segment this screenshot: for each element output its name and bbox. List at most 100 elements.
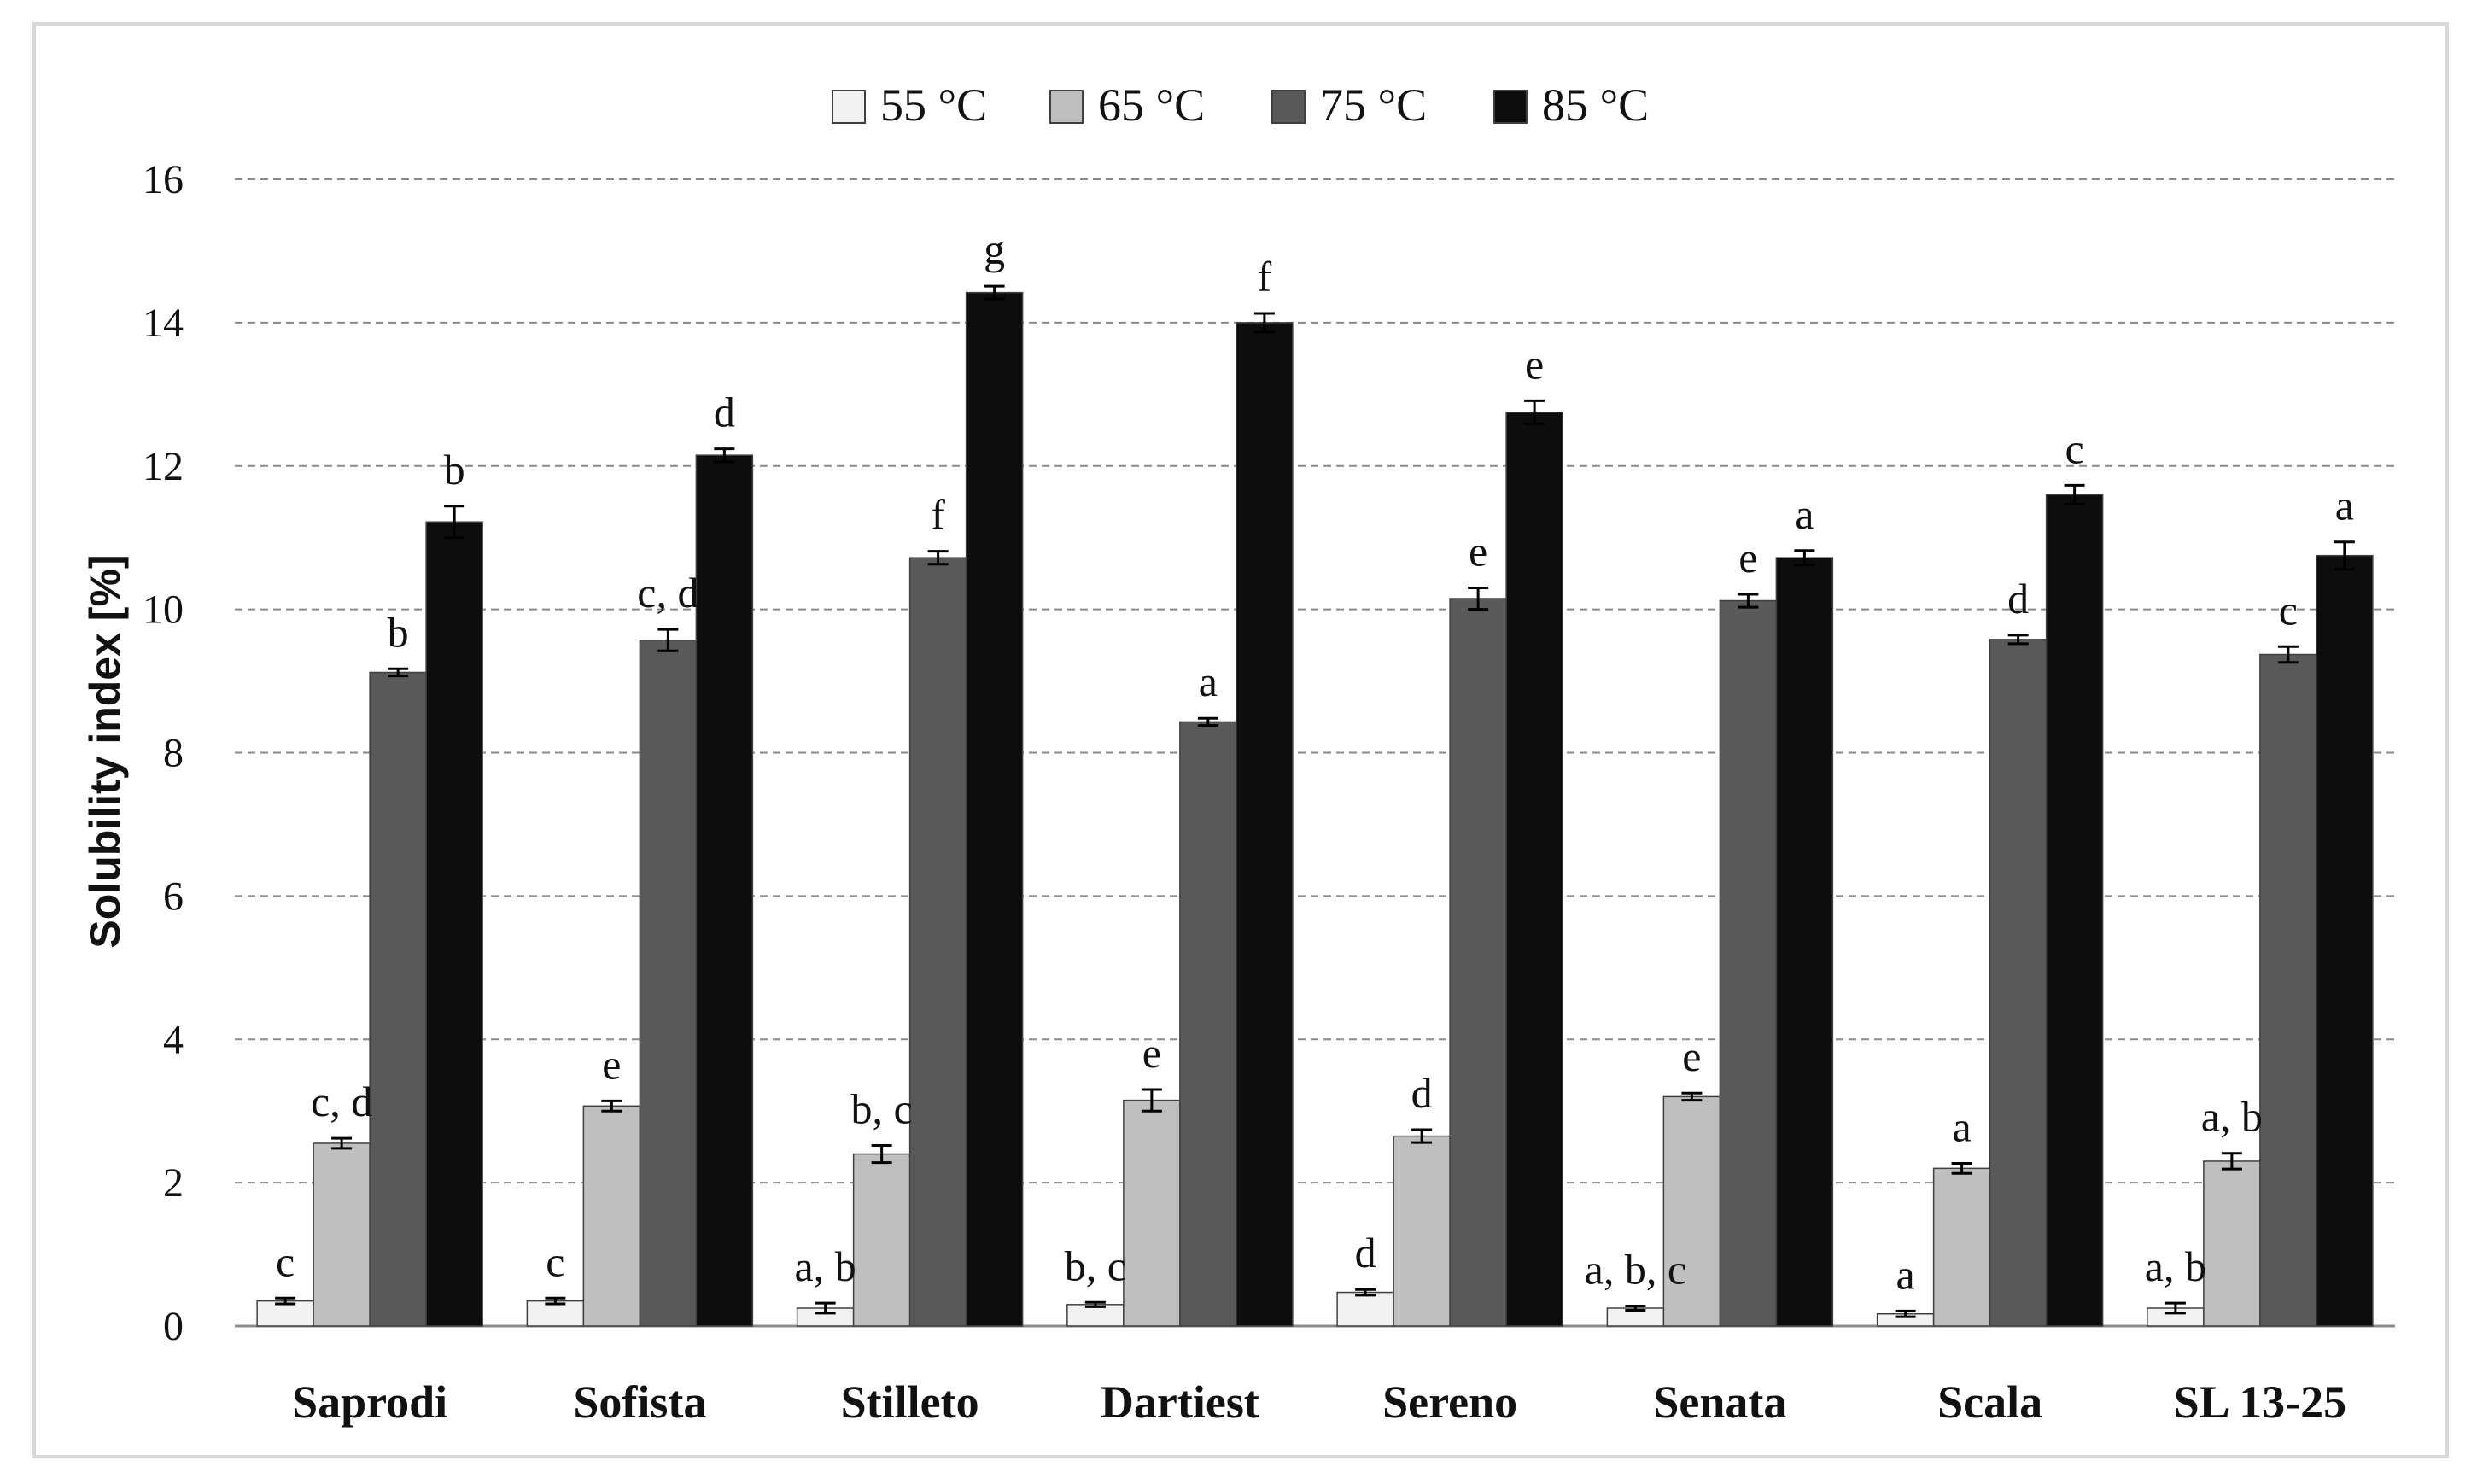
- error-bar-sereno-75-c: [1468, 586, 1489, 611]
- bars: [256, 291, 2374, 1327]
- letter-sofista-85-c: d: [714, 389, 735, 436]
- error-bar-sl-13-25-85-c: [2334, 540, 2355, 571]
- y-axis-label: Solubility index [%]: [81, 554, 129, 948]
- letter-sl-13-25-65-c: a, b: [2201, 1093, 2263, 1141]
- legend-label-75-c: 75 °C: [1320, 79, 1427, 131]
- letter-sl-13-25-55-c: a, b: [2145, 1242, 2206, 1290]
- bar-dartiest-85-c: [1236, 322, 1294, 1327]
- bar-sofista-85-c: [695, 454, 754, 1327]
- letter-saprodi-85-c: b: [444, 446, 465, 494]
- bar-sereno-75-c: [1449, 598, 1507, 1327]
- letter-sl-13-25-75-c: c: [2279, 586, 2298, 634]
- letter-senata-75-c: e: [1738, 534, 1757, 581]
- x-tick-saprodi: Saprodi: [292, 1376, 447, 1428]
- bar-saprodi-65-c: [313, 1142, 371, 1327]
- bar-senata-85-c: [1775, 557, 1834, 1327]
- error-bar-sereno-55-c: [1355, 1288, 1376, 1297]
- error-bar-sereno-85-c: [1524, 399, 1545, 425]
- bar-saprodi-55-c: [256, 1300, 314, 1327]
- y-tick-16: 16: [143, 157, 184, 202]
- legend-swatch-55-c: [832, 90, 866, 124]
- error-bar-senata-55-c: [1625, 1304, 1646, 1312]
- error-bar-sereno-65-c: [1411, 1128, 1433, 1144]
- legend-swatch-85-c: [1493, 90, 1528, 124]
- y-tick-4: 4: [163, 1017, 184, 1062]
- legend-item-55-c: 55 °C: [832, 79, 987, 131]
- letter-saprodi-55-c: c: [276, 1237, 295, 1285]
- error-bar-saprodi-85-c: [444, 505, 465, 540]
- letter-stilleto-65-c: b, c: [851, 1084, 913, 1132]
- letter-dartiest-85-c: f: [1258, 253, 1272, 301]
- error-bars: [275, 284, 2355, 1318]
- letter-dartiest-55-c: b, c: [1065, 1242, 1126, 1289]
- error-bar-dartiest-55-c: [1084, 1300, 1106, 1308]
- letter-saprodi-75-c: b: [388, 608, 409, 656]
- letter-sereno-65-c: d: [1411, 1069, 1433, 1117]
- bar-dartiest-65-c: [1123, 1099, 1181, 1327]
- x-tick-dartiest: Dartiest: [1101, 1376, 1259, 1428]
- letter-sofista-55-c: c: [546, 1237, 564, 1285]
- error-bar-scala-85-c: [2064, 483, 2085, 505]
- error-bar-dartiest-65-c: [1141, 1088, 1162, 1113]
- letter-scala-85-c: c: [2065, 424, 2084, 472]
- letter-sereno-85-c: e: [1525, 340, 1544, 388]
- bar-sl-13-25-65-c: [2203, 1160, 2261, 1327]
- bar-sl-13-25-75-c: [2259, 653, 2317, 1327]
- y-tick-12: 12: [143, 444, 184, 489]
- error-bar-dartiest-75-c: [1197, 716, 1218, 727]
- error-bar-senata-65-c: [1681, 1091, 1703, 1102]
- bar-scala-65-c: [1932, 1167, 1991, 1327]
- error-bar-senata-75-c: [1738, 593, 1759, 609]
- error-bar-stilleto-85-c: [984, 284, 1005, 301]
- y-tick-10: 10: [143, 587, 184, 633]
- letter-stilleto-75-c: f: [931, 491, 945, 539]
- y-tick-labels: 0 2 4 6 8 10 12 14 16: [143, 157, 184, 1349]
- legend: 55 °C 65 °C 75 °C 85 °C: [832, 79, 1649, 131]
- bar-sereno-85-c: [1505, 412, 1563, 1327]
- error-bar-stilleto-75-c: [927, 550, 949, 566]
- x-tick-sereno: Sereno: [1382, 1376, 1517, 1428]
- bar-dartiest-75-c: [1179, 721, 1237, 1327]
- legend-item-85-c: 85 °C: [1493, 79, 1649, 131]
- legend-item-75-c: 75 °C: [1271, 79, 1427, 131]
- y-tick-2: 2: [163, 1160, 184, 1206]
- legend-item-65-c: 65 °C: [1049, 79, 1205, 131]
- error-bar-saprodi-75-c: [388, 667, 409, 678]
- error-bar-sl-13-25-75-c: [2277, 645, 2299, 664]
- bar-sofista-65-c: [582, 1105, 641, 1327]
- letter-senata-65-c: e: [1682, 1032, 1701, 1080]
- y-tick-8: 8: [163, 731, 184, 776]
- error-bar-sofista-65-c: [601, 1099, 622, 1113]
- bar-scala-85-c: [2045, 494, 2104, 1327]
- y-tick-0: 0: [163, 1304, 184, 1349]
- bar-sereno-55-c: [1336, 1291, 1394, 1327]
- y-tick-6: 6: [163, 873, 184, 919]
- x-tick-stilleto: Stilleto: [841, 1376, 979, 1428]
- error-bar-sofista-75-c: [657, 628, 679, 652]
- letter-sl-13-25-85-c: a: [2335, 482, 2354, 529]
- x-tick-senata: Senata: [1653, 1376, 1786, 1428]
- x-tick-scala: Scala: [1937, 1376, 2042, 1428]
- error-bar-sofista-85-c: [714, 447, 735, 464]
- letter-senata-85-c: a: [1795, 490, 1814, 538]
- letter-sereno-75-c: e: [1469, 527, 1487, 575]
- letter-saprodi-65-c: c, d: [311, 1078, 372, 1125]
- bar-senata-75-c: [1719, 599, 1778, 1327]
- x-tick-sofista: Sofista: [573, 1376, 706, 1428]
- x-tick-labels: Saprodi Sofista Stilleto Dartiest Sereno Sena…: [292, 1376, 2346, 1428]
- error-bar-scala-65-c: [1951, 1161, 1972, 1175]
- letter-scala-65-c: a: [1953, 1102, 1972, 1150]
- letter-dartiest-75-c: a: [1199, 657, 1218, 705]
- bar-scala-75-c: [1989, 639, 2048, 1327]
- bar-sl-13-25-85-c: [2316, 554, 2374, 1327]
- letter-scala-75-c: d: [2007, 575, 2029, 622]
- error-bar-stilleto-55-c: [815, 1301, 836, 1315]
- error-bar-dartiest-85-c: [1253, 312, 1275, 334]
- bar-stilleto-85-c: [965, 291, 1024, 1327]
- bar-stilleto-75-c: [908, 557, 967, 1327]
- error-bar-scala-75-c: [2007, 634, 2029, 646]
- legend-swatch-75-c: [1271, 90, 1306, 124]
- error-bar-scala-55-c: [1895, 1309, 1916, 1318]
